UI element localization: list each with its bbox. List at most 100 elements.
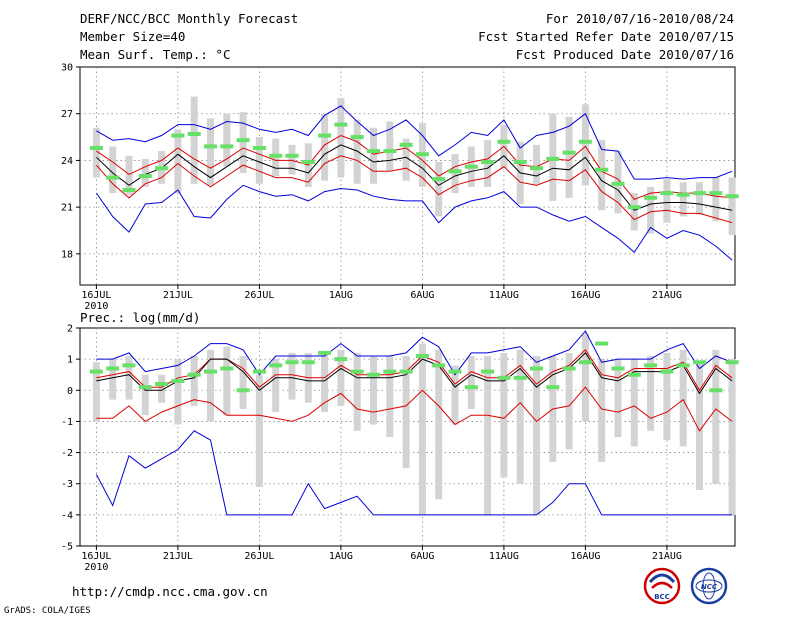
temperature-xtick-label: 26JUL xyxy=(244,290,274,301)
temperature-spread-bar xyxy=(125,155,133,195)
precipitation-obs-marker xyxy=(269,363,283,368)
temperature-obs-marker xyxy=(578,139,592,144)
precipitation-xtick-label: 16JUL xyxy=(81,551,111,562)
temperature-spread-bar xyxy=(630,193,638,231)
precipitation-spread-bar xyxy=(370,356,377,425)
temperature-obs-marker xyxy=(693,191,706,196)
precipitation-obs-marker xyxy=(530,366,543,371)
temperature-spread-bar xyxy=(239,112,247,173)
precipitation-spread-bar xyxy=(435,349,443,500)
precipitation-spread-bar xyxy=(141,374,149,416)
temperature-obs-marker xyxy=(334,122,348,127)
temperature-upper-line xyxy=(96,134,733,200)
precipitation-xtick-label: 16AUG xyxy=(570,551,600,562)
precipitation-ytick-label: -4 xyxy=(61,510,73,521)
precipitation-xtick-label: 11AUG xyxy=(489,551,519,562)
precipitation-obs-marker xyxy=(595,341,609,346)
temperature-obs-marker xyxy=(236,138,250,143)
precipitation-obs-marker xyxy=(155,382,169,387)
precipitation-obs-marker xyxy=(464,385,478,390)
temperature-spread-bar xyxy=(223,113,231,167)
temperature-spread-bar xyxy=(386,121,394,172)
precipitation-spread-bar xyxy=(533,356,540,515)
temperature-spread-bar xyxy=(565,116,573,198)
precipitation-spread-bar xyxy=(581,334,589,422)
precipitation-mean-line xyxy=(96,352,733,395)
precipitation-obs-marker xyxy=(627,372,641,377)
precipitation-obs-marker xyxy=(725,360,739,365)
precipitation-obs-marker xyxy=(334,357,348,362)
precipitation-obs-marker xyxy=(562,366,576,371)
member-size: Member Size=40 xyxy=(80,29,185,44)
precipitation-obs-marker xyxy=(171,378,185,383)
temperature-xtick-label: 6AUG xyxy=(410,290,434,301)
precipitation-obs-marker xyxy=(611,366,625,371)
precipitation-obs-marker xyxy=(693,360,706,365)
precipitation-spread-bar xyxy=(223,346,231,416)
precipitation-obs-marker xyxy=(399,369,413,374)
precipitation-panel: -5 -4 -3 -2 -1 0 1 2 16JUL 21JUL 26JUL 1AUG 6AUG 11A… xyxy=(61,324,739,573)
temperature-obs-marker xyxy=(204,144,217,149)
temperature-spread-bar xyxy=(141,158,149,187)
precipitation-obs-marker xyxy=(301,360,315,365)
bcc-logo: BCC xyxy=(643,567,681,605)
temperature-spread-bar xyxy=(190,96,198,184)
precipitation-spread-bar xyxy=(647,356,655,431)
temperature-obs-marker xyxy=(301,159,315,164)
temperature-spread-bar xyxy=(663,179,671,223)
temperature-spread-bar xyxy=(288,144,296,175)
precipitation-obs-marker xyxy=(676,363,690,368)
precipitation-xtick-label: 21AUG xyxy=(652,551,682,562)
temperature-obs-marker xyxy=(530,166,543,171)
temperature-spread-bar xyxy=(370,127,377,184)
temperature-max-line xyxy=(96,105,733,180)
temperature-obs-marker xyxy=(367,149,380,154)
precipitation-obs-marker xyxy=(138,385,152,390)
precipitation-spread-bar xyxy=(484,356,492,515)
temperature-ytick-label: 21 xyxy=(61,203,73,214)
precipitation-spread-bar xyxy=(337,349,345,406)
precipitation-obs-marker xyxy=(432,363,446,368)
precipitation-spread-bar xyxy=(712,349,720,484)
temperature-obs-marker xyxy=(89,145,103,150)
temperature-obs-marker xyxy=(285,153,299,158)
temperature-spread-bar xyxy=(598,140,606,211)
temperature-spread-bar xyxy=(92,127,100,178)
precipitation-spread-bar xyxy=(451,365,459,425)
temperature-obs-marker xyxy=(562,150,576,155)
source-url[interactable]: http://cmdp.ncc.cma.gov.cn xyxy=(72,584,268,599)
precipitation-spread-bar xyxy=(386,356,394,437)
temperature-obs-marker xyxy=(627,205,641,210)
precipitation-ytick-label: -2 xyxy=(61,448,73,459)
precipitation-spread-bar xyxy=(321,352,329,413)
precipitation-obs-marker xyxy=(106,366,120,371)
precipitation-obs-marker xyxy=(481,369,495,374)
temperature-spread-bar xyxy=(337,98,345,178)
temperature-spread-bar xyxy=(255,137,263,184)
forecast-period: For 2010/07/16-2010/08/24 xyxy=(546,11,734,26)
precipitation-spread-bar xyxy=(92,362,100,422)
temperature-spread-bar xyxy=(207,118,214,186)
temperature-obs-marker xyxy=(155,166,169,171)
precipitation-lower-line xyxy=(96,386,733,432)
temperature-obs-marker xyxy=(171,133,185,138)
temperature-panel: 18 21 24 27 30 16JUL 21JUL 26JUL 1AUG 6AUG 11AUG 1… xyxy=(61,63,739,312)
temperature-xtick-label: 21JUL xyxy=(163,290,193,301)
precipitation-xtick-label: 1AUG xyxy=(329,551,353,562)
precipitation-obs-marker xyxy=(513,375,527,380)
precipitation-obs-marker xyxy=(660,369,674,374)
temperature-obs-marker xyxy=(383,149,397,154)
precipitation-obs-marker xyxy=(236,388,250,393)
temperature-ytick-label: 27 xyxy=(61,109,73,120)
ncc-logo: NCC xyxy=(690,567,728,605)
variable2-label: Prec.: log(mm/d) xyxy=(80,310,200,325)
grads-credit: GrADS: COLA/IGES xyxy=(4,606,91,616)
temperature-obs-marker xyxy=(546,156,560,161)
temperature-xtick-label: 11AUG xyxy=(489,290,519,301)
temperature-spread-bar xyxy=(581,104,589,186)
precipitation-spread-bar xyxy=(696,362,703,490)
precipitation-spread-bar xyxy=(614,359,622,437)
temperature-obs-marker xyxy=(415,152,429,157)
temperature-obs-marker xyxy=(481,159,495,164)
temperature-year-label: 2010 xyxy=(84,301,108,312)
